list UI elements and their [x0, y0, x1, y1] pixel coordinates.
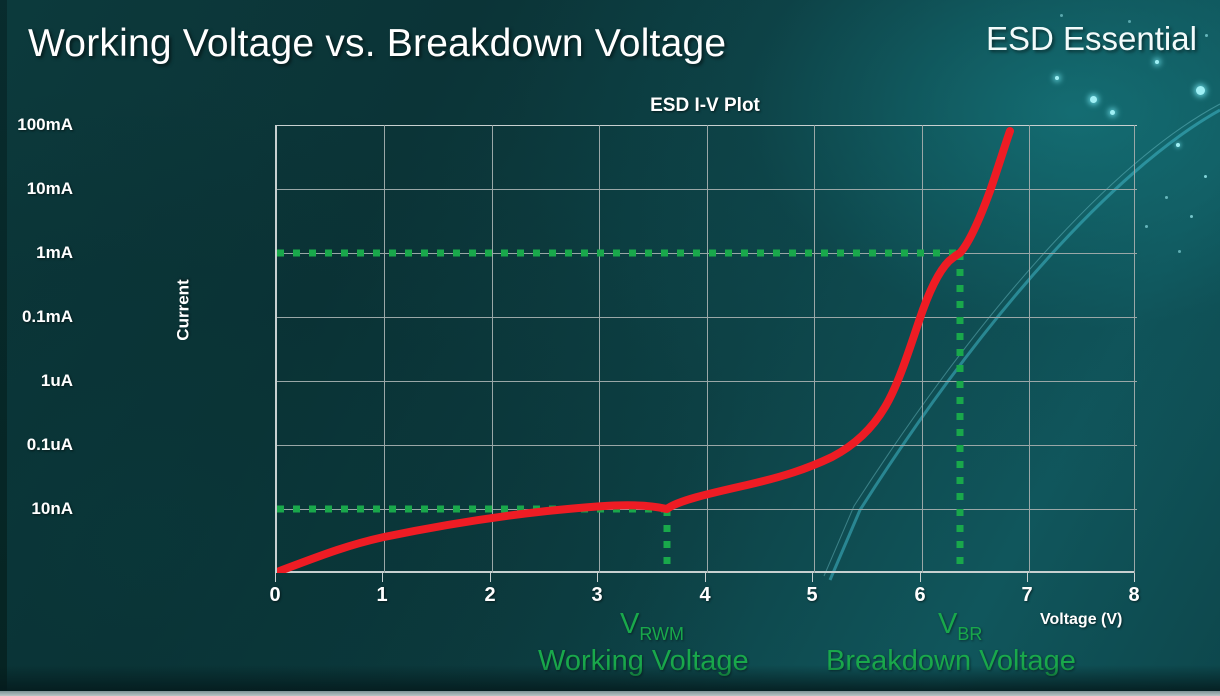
gridline-vertical	[707, 125, 708, 573]
gridline-vertical	[599, 125, 600, 573]
y-tick-label: 1uA	[40, 371, 73, 390]
x-tick-label: 6	[914, 584, 926, 606]
star-dot	[1090, 96, 1097, 103]
star-dot	[1204, 175, 1207, 178]
gridline-vertical	[814, 125, 815, 573]
gridline-vertical	[492, 125, 493, 573]
gridline-vertical	[384, 125, 385, 573]
working-voltage-caption: Working Voltage	[538, 645, 749, 677]
left-edge-strip	[0, 0, 7, 696]
y-tick-label: 10mA	[26, 179, 73, 198]
x-tick-label: 4	[699, 584, 711, 606]
x-tick-mark	[275, 573, 276, 582]
gridline-vertical	[1029, 125, 1030, 573]
bottom-edge-strip	[0, 691, 1220, 696]
star-dot	[1196, 86, 1205, 95]
x-tick-mark	[920, 573, 921, 582]
x-tick-label: 7	[1021, 584, 1033, 606]
brand-label: ESD Essential	[986, 20, 1197, 57]
x-tick-label: 0	[269, 584, 281, 606]
y-tick-label: 100mA	[17, 115, 73, 134]
star-dot	[1155, 60, 1159, 64]
working-voltage-symbol: VRWM	[620, 608, 684, 645]
x-tick-mark	[1134, 573, 1135, 582]
x-tick-mark	[597, 573, 598, 582]
plot-right-border	[1134, 125, 1135, 573]
breakdown-voltage-caption: Breakdown Voltage	[826, 645, 1076, 677]
y-tick-label: 0.1mA	[21, 307, 73, 326]
y-tick-label: 0.1uA	[26, 435, 73, 454]
x-tick-mark	[490, 573, 491, 582]
y-tick-label: 10nA	[31, 499, 73, 518]
y-tick-label: 1mA	[36, 243, 73, 262]
star-dot	[1205, 34, 1208, 37]
working-voltage-subscript: RWM	[639, 623, 685, 644]
star-dot	[1176, 143, 1180, 147]
x-tick-label: 2	[484, 584, 496, 606]
x-tick-mark	[705, 573, 706, 582]
y-axis-label: Current	[173, 279, 193, 341]
x-tick-label: 8	[1128, 584, 1140, 606]
star-dot	[1060, 14, 1063, 17]
breakdown-voltage-symbol-text: V	[938, 608, 958, 640]
breakdown-voltage-subscript: BR	[957, 623, 983, 644]
star-dot	[1190, 215, 1193, 218]
x-tick-label: 3	[591, 584, 603, 606]
iv-curve	[277, 127, 1014, 573]
page-title: Working Voltage vs. Breakdown Voltage	[28, 22, 727, 65]
star-dot	[1145, 225, 1148, 228]
chart-title: ESD I-V Plot	[650, 95, 760, 116]
gridline-vertical	[922, 125, 923, 573]
plot-area	[275, 125, 1137, 573]
star-dot	[1165, 196, 1168, 199]
breakdown-voltage-symbol: VBR	[938, 608, 982, 645]
x-tick-label: 1	[376, 584, 388, 606]
star-dot	[1128, 20, 1131, 23]
x-tick-label: 5	[806, 584, 818, 606]
x-tick-mark	[382, 573, 383, 582]
star-dot	[1055, 76, 1059, 80]
x-tick-mark	[812, 573, 813, 582]
x-tick-mark	[1027, 573, 1028, 582]
star-dot	[1178, 250, 1181, 253]
working-voltage-symbol-text: V	[620, 608, 640, 640]
x-axis-label: Voltage (V)	[1040, 611, 1123, 628]
